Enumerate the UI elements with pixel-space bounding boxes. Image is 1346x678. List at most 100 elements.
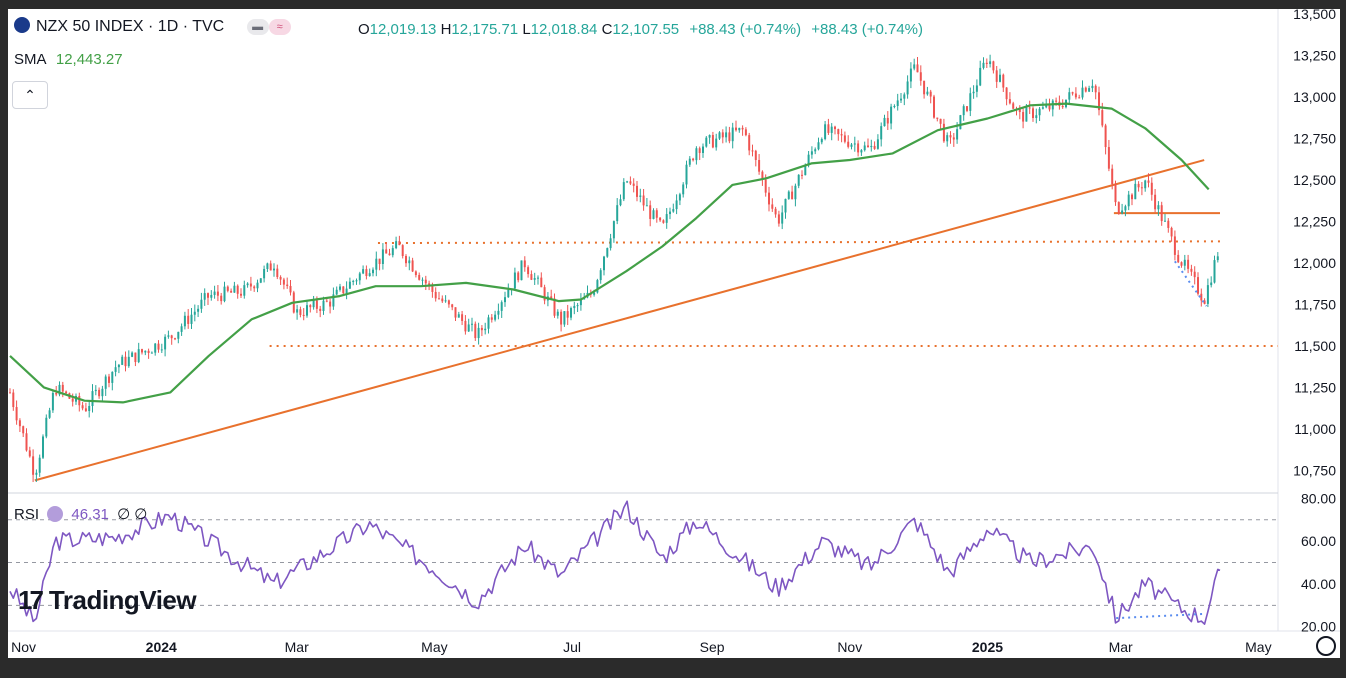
candle-body — [167, 335, 170, 337]
candle-body — [599, 270, 602, 281]
candle-body — [117, 364, 120, 368]
hide-icon[interactable]: ▬ — [246, 18, 269, 35]
candle-body — [748, 135, 751, 151]
candle-body — [411, 260, 414, 272]
candle-body — [840, 134, 843, 136]
candle-body — [639, 195, 642, 197]
candle-body — [1173, 236, 1176, 255]
candle-body — [678, 194, 681, 201]
collapse-legend-button[interactable]: ⌃ — [12, 81, 48, 109]
candle-body — [249, 283, 252, 287]
candle-body — [834, 126, 836, 130]
candle-body — [315, 300, 318, 309]
candle-body — [537, 277, 539, 279]
candle-body — [979, 67, 982, 86]
candle-body — [857, 143, 860, 153]
candle-body — [414, 271, 417, 275]
candle-body — [1177, 254, 1180, 263]
candle-body — [467, 324, 470, 332]
candle-body — [1101, 110, 1104, 126]
candle-body — [606, 248, 609, 257]
candle-body — [655, 210, 658, 218]
candle-body — [893, 106, 896, 108]
candle-body — [431, 284, 434, 292]
candle-body — [1022, 112, 1025, 122]
candle-body — [226, 286, 229, 291]
candle-body — [553, 298, 556, 316]
candle-body — [1183, 259, 1186, 266]
candle-body — [847, 141, 850, 147]
candle-body — [365, 269, 368, 277]
candle-body — [949, 135, 952, 138]
rsi-tick-label: 40.00 — [1301, 576, 1336, 592]
candle-body — [642, 195, 645, 206]
candle-body — [563, 311, 566, 325]
candle-body — [1002, 74, 1005, 88]
candle-body — [959, 115, 962, 130]
price-tick-label: 12,250 — [1293, 213, 1336, 229]
candle-body — [124, 356, 127, 367]
candle-body — [348, 281, 351, 289]
candle-body — [527, 267, 530, 275]
candle-body — [94, 389, 97, 392]
candle-body — [883, 117, 886, 127]
candle-body — [127, 356, 130, 367]
sma-legend[interactable]: SMA 12,443.27 — [14, 51, 123, 68]
candle-body — [513, 272, 516, 289]
candle-body — [484, 328, 487, 331]
candle-body — [144, 350, 147, 353]
candle-body — [279, 276, 282, 280]
symbol-title[interactable]: NZX 50 INDEX · 1D · TVC ▬ ≈ — [14, 17, 291, 36]
candle-body — [570, 308, 572, 318]
candle-body — [507, 289, 510, 298]
tradingview-text: TradingView — [48, 585, 197, 615]
price-tick-label: 12,000 — [1293, 255, 1336, 271]
candle-body — [233, 285, 236, 293]
rsi-extra: ∅ ∅ — [117, 506, 148, 523]
candle-body — [916, 64, 919, 73]
candle-body — [1144, 180, 1147, 189]
candle-body — [975, 85, 978, 92]
candle-body — [787, 191, 790, 199]
candle-body — [992, 61, 995, 71]
candle-body — [183, 315, 186, 327]
candle-body — [566, 311, 569, 318]
candle-body — [51, 392, 54, 411]
candle-body — [1154, 194, 1157, 210]
candle-body — [500, 302, 503, 311]
candle-body — [9, 392, 11, 394]
candle-body — [593, 292, 596, 295]
price-tick-label: 12,750 — [1293, 130, 1336, 146]
candle-body — [533, 278, 536, 280]
candle-body — [256, 282, 259, 289]
open-label: O — [358, 21, 370, 38]
time-tick-label: Sep — [700, 639, 725, 655]
candle-body — [705, 137, 708, 147]
candle-body — [61, 384, 64, 392]
candle-body — [754, 150, 757, 160]
candle-body — [157, 343, 160, 350]
compare-icon[interactable]: ≈ — [268, 18, 291, 35]
rsi-settings-icon[interactable] — [47, 506, 64, 522]
price-tick-label: 10,750 — [1293, 462, 1336, 478]
price-tick-label: 11,500 — [1294, 338, 1336, 354]
rsi-legend[interactable]: RSI 46.31 ∅ ∅ — [14, 505, 147, 523]
candle-body — [220, 295, 223, 302]
candle-body — [665, 214, 668, 223]
time-tick-label: Nov — [837, 639, 862, 655]
candle-body — [886, 117, 889, 124]
candle-body — [1091, 85, 1094, 89]
candle-body — [550, 296, 553, 299]
candle-body — [322, 300, 325, 311]
candle-body — [876, 139, 879, 149]
candle-body — [560, 311, 563, 325]
candle-body — [867, 145, 869, 148]
settings-gear-icon[interactable] — [1316, 636, 1336, 656]
candle-body — [375, 258, 378, 270]
candle-body — [708, 135, 711, 138]
candle-body — [131, 352, 134, 357]
chart-canvas[interactable]: 10,750 11,000 11,250 11,500 11,750 12,000 12,2… — [8, 9, 1340, 658]
candle-body — [926, 91, 929, 95]
candle-body — [428, 283, 431, 285]
candle-body — [216, 291, 219, 296]
